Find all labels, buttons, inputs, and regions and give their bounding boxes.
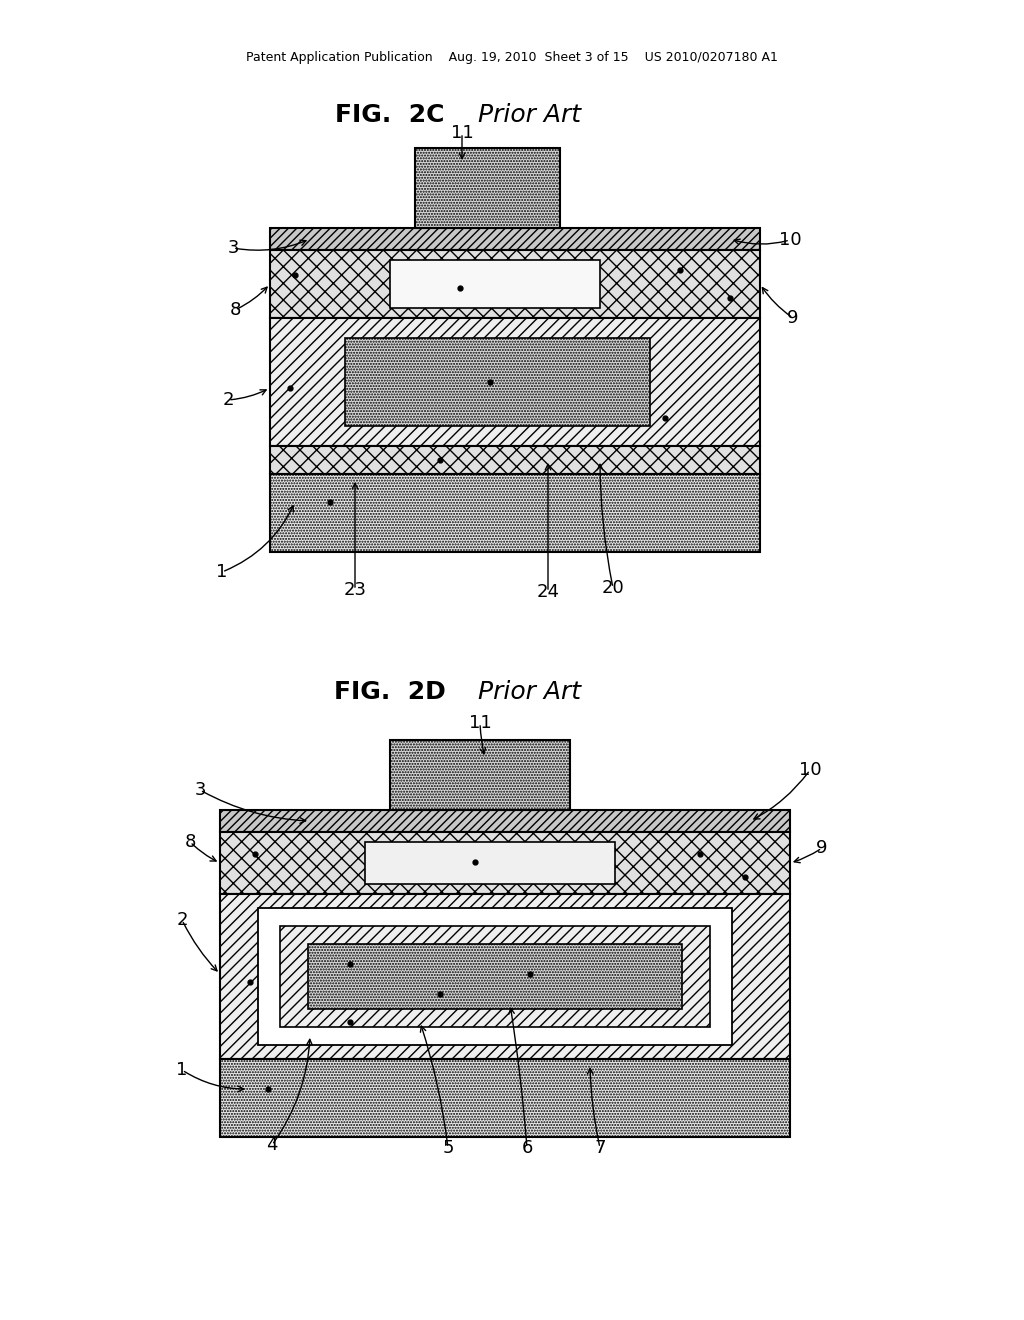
Bar <box>390 260 600 308</box>
Bar <box>220 1059 790 1137</box>
Text: Prior Art: Prior Art <box>478 680 582 704</box>
Text: FIG.  2C: FIG. 2C <box>335 103 444 127</box>
Bar <box>390 741 570 810</box>
Text: 6: 6 <box>521 1139 532 1158</box>
Text: 24: 24 <box>537 583 559 601</box>
Text: 23: 23 <box>343 581 367 599</box>
Bar <box>220 810 790 832</box>
Text: 9: 9 <box>816 840 827 857</box>
Bar <box>280 927 710 1027</box>
Text: Patent Application Publication    Aug. 19, 2010  Sheet 3 of 15    US 2010/020718: Patent Application Publication Aug. 19, … <box>246 51 778 65</box>
Text: 10: 10 <box>799 762 821 779</box>
Text: 7: 7 <box>594 1139 606 1158</box>
Text: 11: 11 <box>451 124 473 143</box>
Text: 5: 5 <box>442 1139 454 1158</box>
Text: 1: 1 <box>176 1061 187 1078</box>
Text: 10: 10 <box>778 231 802 249</box>
Text: 9: 9 <box>787 309 799 327</box>
Text: 1: 1 <box>216 564 227 581</box>
Text: 8: 8 <box>184 833 196 851</box>
Bar <box>270 228 760 249</box>
Bar <box>220 832 790 894</box>
Text: 20: 20 <box>602 579 625 597</box>
Bar <box>220 894 790 1059</box>
Text: 8: 8 <box>229 301 241 319</box>
Text: 2: 2 <box>176 911 187 929</box>
Text: Prior Art: Prior Art <box>478 103 582 127</box>
Text: 3: 3 <box>195 781 206 799</box>
Bar <box>270 249 760 318</box>
Bar <box>270 318 760 446</box>
Bar <box>415 148 560 228</box>
Text: 2: 2 <box>222 391 233 409</box>
Bar <box>308 944 682 1008</box>
Text: 11: 11 <box>469 714 492 733</box>
Bar <box>270 474 760 552</box>
Bar <box>365 842 615 884</box>
Text: FIG.  2D: FIG. 2D <box>334 680 445 704</box>
Text: 3: 3 <box>227 239 239 257</box>
Bar <box>345 338 650 426</box>
Bar <box>270 446 760 474</box>
Bar <box>258 908 732 1045</box>
Text: 4: 4 <box>266 1137 278 1154</box>
